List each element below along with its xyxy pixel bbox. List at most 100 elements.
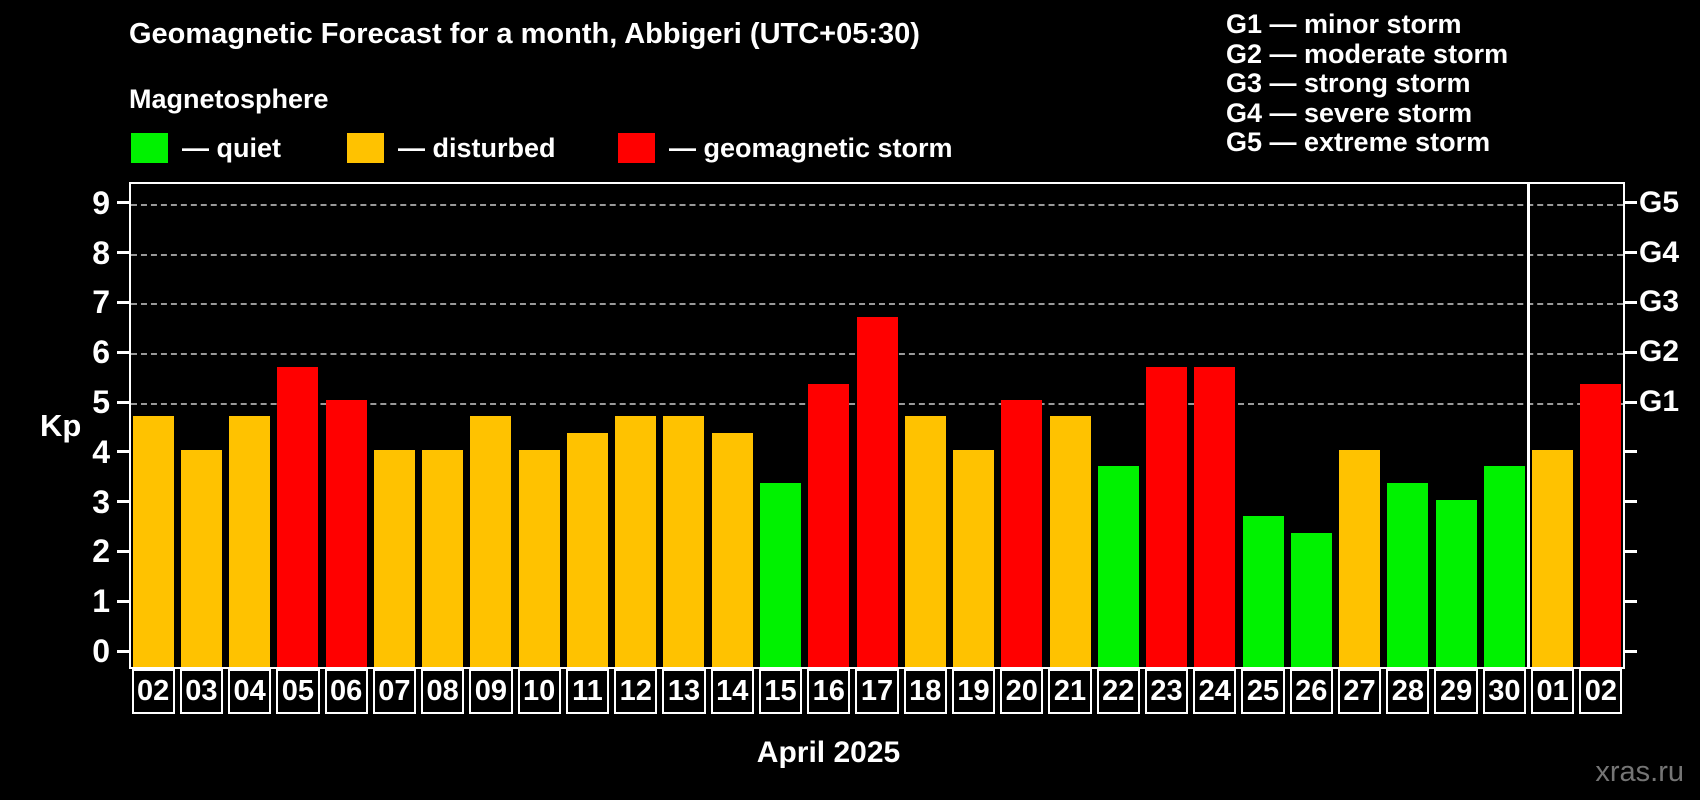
legend-item-quiet: — quiet [131,132,281,164]
y-tick-right-4 [1625,450,1637,454]
chart-title: Geomagnetic Forecast for a month, Abbige… [129,18,920,50]
kp-bar-19 [953,449,995,667]
legend-item-disturbed: — disturbed [347,132,556,164]
kp-bar-02 [132,416,174,667]
month-boundary-line [1527,184,1531,667]
y-tick-right-1 [1625,599,1637,603]
kp-bar-10 [518,449,560,667]
kp-bar-24 [1194,366,1236,667]
date-cell-09-7: 09 [469,669,513,714]
watermark-link[interactable]: xras.ru [1595,756,1684,788]
date-cell-06-4: 06 [324,669,368,714]
y-tick-right-3 [1625,500,1637,504]
y-tick-left-8 [117,251,129,255]
kp-bar-27 [1339,449,1381,667]
g-axis-label-G2: G2 [1639,335,1680,369]
kp-bar-06 [325,400,367,667]
g-legend-line: G4 — severe storm [1226,97,1473,128]
kp-bar-07 [373,449,415,667]
kp-bar-02 [1580,383,1622,667]
date-cell-04-2: 04 [228,669,272,714]
plot-area [129,182,1625,669]
disturbed-color-swatch [347,133,384,163]
kp-bar-28 [1387,483,1429,667]
date-cell-13-11: 13 [662,669,706,714]
kp-bar-04 [229,416,271,667]
date-cell-26-24: 26 [1289,669,1333,714]
date-cell-25-23: 25 [1241,669,1285,714]
kp-bar-22 [1097,466,1139,667]
gridline-kp9 [131,203,1623,206]
date-cell-01-29: 01 [1530,669,1575,714]
y-tick-left-1 [117,599,129,603]
date-cell-02-30: 02 [1579,669,1623,714]
y-tick-label-6: 6 [92,334,110,371]
y-tick-label-1: 1 [92,583,110,620]
date-cell-05-3: 05 [276,669,320,714]
y-tick-right-9 [1625,201,1637,205]
y-tick-label-8: 8 [92,234,110,271]
kp-bar-15 [759,483,801,667]
date-cell-24-22: 24 [1193,669,1237,714]
chart-subtitle: Magnetosphere [129,84,329,114]
legend-item-storm: — geomagnetic storm [618,132,953,164]
date-cell-21-19: 21 [1048,669,1092,714]
quiet-color-swatch [131,133,168,163]
g-axis-label-G3: G3 [1639,285,1680,319]
date-cell-27-25: 27 [1337,669,1382,714]
legend-label: — geomagnetic storm [669,132,953,163]
y-tick-left-4 [117,450,129,454]
kp-bar-23 [1146,366,1188,667]
g-axis-label-G5: G5 [1639,185,1680,219]
y-tick-left-3 [117,500,129,504]
y-tick-label-4: 4 [92,433,110,470]
kp-bar-30 [1483,466,1525,667]
g-legend-line: G5 — extreme storm [1226,127,1491,157]
date-cell-11-9: 11 [565,669,610,714]
x-axis-date-row: 02 03 04 05 06 07 08 09 10 11 12 13 14 15 16 17 18 19 20 21… [129,669,1625,715]
date-cell-23-21: 23 [1144,669,1189,714]
y-tick-right-5 [1625,400,1637,404]
y-tick-label-3: 3 [92,483,110,520]
date-cell-28-26: 28 [1386,669,1430,714]
date-cell-12-10: 12 [614,669,658,714]
kp-bar-21 [1049,416,1091,667]
kp-bar-05 [277,366,319,667]
y-tick-left-5 [117,400,129,404]
y-tick-left-2 [117,549,129,553]
date-cell-08-6: 08 [421,669,465,714]
date-cell-16-14: 16 [807,669,851,714]
g-scale-legend: G1 — minor storm G2 — moderate storm G3 — … [1226,9,1508,158]
y-axis-title: Kp [40,408,82,443]
date-cell-02-0: 02 [131,669,175,714]
date-cell-22-20: 22 [1096,669,1140,714]
kp-bar-13 [663,416,705,667]
y-tick-label-9: 9 [92,184,110,221]
kp-bar-18 [904,416,946,667]
date-cell-07-5: 07 [372,669,417,714]
kp-bar-26 [1290,532,1332,667]
kp-bar-12 [615,416,657,667]
date-cell-20-18: 20 [1000,669,1044,714]
legend-label: — disturbed [398,132,556,163]
y-tick-right-2 [1625,549,1637,553]
y-tick-label-0: 0 [92,633,110,669]
kp-bar-25 [1242,516,1284,667]
status-legend: — quiet — disturbed — geomagnetic storm [0,132,1700,164]
y-tick-label-7: 7 [92,284,110,321]
y-tick-label-2: 2 [92,533,110,570]
kp-bar-11 [566,433,608,667]
y-tick-label-5: 5 [92,384,110,420]
date-cell-10-8: 10 [517,669,561,714]
kp-bar-03 [180,449,222,667]
kp-bar-17 [856,316,898,667]
y-tick-right-0 [1625,649,1637,653]
kp-bar-01 [1532,449,1574,667]
gridline-kp8 [131,253,1623,256]
kp-bar-14 [711,433,753,667]
legend-label: — quiet [182,132,281,163]
kp-bar-09 [470,416,512,667]
date-cell-30-28: 30 [1482,669,1526,714]
date-cell-19-17: 19 [951,669,996,714]
